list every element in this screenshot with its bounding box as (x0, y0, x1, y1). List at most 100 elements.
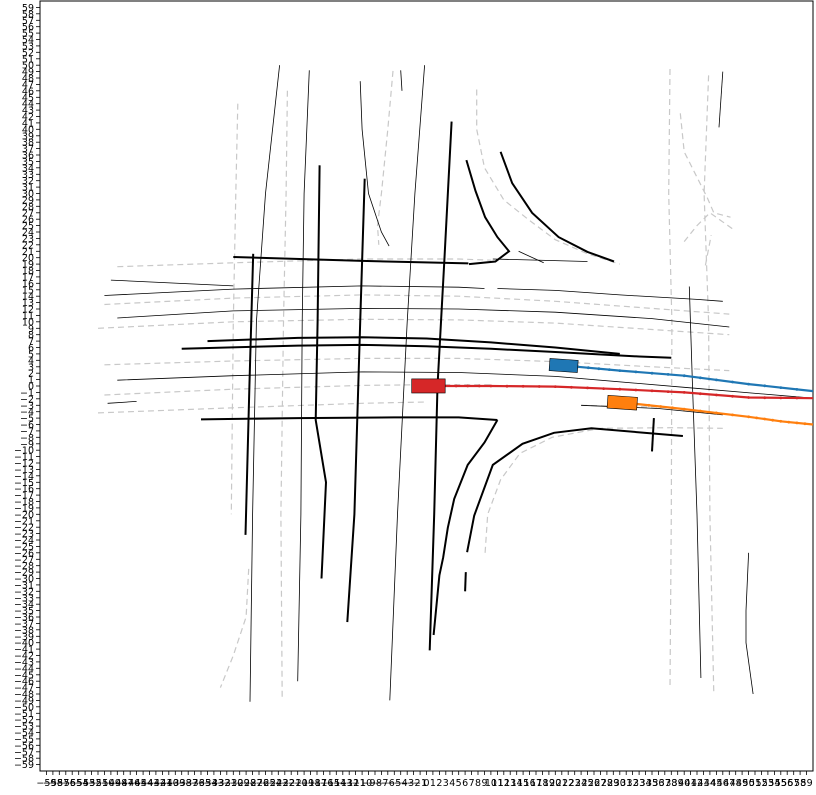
x-tick-label: 7 (469, 778, 475, 789)
y-tick-label: −23 (14, 529, 34, 540)
y-tick-label: −1 (20, 388, 34, 399)
x-tick-label: 38 (665, 778, 677, 789)
y-tick-label: 31 (22, 183, 34, 194)
y-tick-label: 29 (22, 195, 34, 206)
y-tick-label: 50 (22, 61, 34, 72)
x-tick-label: 20 (549, 778, 561, 789)
x-tick-label: 22 (562, 778, 574, 789)
y-tick-label: −34 (14, 600, 34, 611)
y-tick-label: −20 (14, 510, 34, 521)
y-tick-label: 12 (22, 305, 34, 316)
orange-trajectory-point (787, 420, 791, 424)
x-tick-label: 18 (536, 778, 548, 789)
x-tick-label: −3 (400, 778, 414, 789)
orange-trajectory-point (715, 411, 718, 415)
ego-trajectory-point (650, 389, 654, 393)
x-tick-label: 51 (749, 778, 761, 789)
y-tick-label: −41 (14, 645, 34, 656)
x-tick-label: 11 (491, 778, 503, 789)
x-tick-label: 9 (481, 778, 487, 789)
x-tick-label: 4 (449, 778, 455, 789)
x-tick-label: 2 (436, 778, 442, 789)
x-tick-label: 31 (620, 778, 632, 789)
x-tick-label: 16 (524, 778, 536, 789)
y-tick-label: 9 (28, 324, 34, 335)
y-tick-label: −55 (14, 734, 34, 745)
y-tick-label: 42 (22, 112, 34, 123)
x-tick-label: 6 (462, 778, 468, 789)
y-tick-label: 33 (22, 170, 34, 181)
y-tick-label: 11 (22, 311, 34, 322)
road-edge-4 (244, 253, 255, 535)
y-tick-label: 51 (22, 54, 34, 65)
vehicles (411, 358, 638, 411)
ego-trajectory-point (779, 396, 783, 400)
y-tick-label: −9 (20, 439, 34, 450)
road-edge-thin-5 (249, 65, 280, 702)
road-edge-thin-11 (718, 71, 724, 128)
x-tick-label: −36 (185, 778, 205, 789)
y-tick-label: −40 (14, 638, 34, 649)
y-tick-label: 59 (22, 3, 34, 14)
y-tick-label: 21 (22, 247, 34, 258)
y-tick-label: 30 (22, 189, 34, 200)
x-tick-label: 35 (646, 778, 658, 789)
y-tick-label: 58 (22, 9, 34, 20)
y-axis-ticks: −59−58−57−56−55−54−53−52−51−50−49−48−47−… (14, 3, 40, 771)
x-tick-label: 29 (607, 778, 619, 789)
blue-trajectory-point (795, 388, 799, 391)
x-tick-label: −29 (230, 778, 250, 789)
y-tick-label: 26 (22, 215, 34, 226)
x-tick-label: −58 (43, 778, 63, 789)
y-tick-label: −37 (14, 619, 34, 630)
x-tick-label: 42 (691, 778, 703, 789)
y-tick-label: −30 (14, 574, 34, 585)
blue-trajectory-point (650, 371, 654, 375)
ego-trajectory-point (505, 384, 509, 388)
x-tick-label: 49 (736, 778, 748, 789)
y-tick-label: −58 (14, 754, 34, 765)
road-edge-12 (466, 427, 683, 553)
road-edges-thin (104, 65, 814, 702)
x-tick-label: −35 (191, 778, 211, 789)
road-edge-8 (465, 159, 511, 266)
blue-trajectory-point (607, 368, 611, 371)
lane-marking-3 (104, 357, 730, 372)
y-tick-label: 47 (22, 80, 34, 91)
y-tick-label: 23 (22, 234, 34, 245)
x-tick-label: 44 (704, 778, 716, 789)
ego-trajectory-point (466, 384, 470, 388)
lane-marking-14 (683, 212, 733, 242)
y-tick-label: 20 (22, 253, 34, 264)
x-tick-label: −57 (49, 778, 69, 789)
y-tick-label: 27 (22, 208, 34, 219)
orange-trajectory-point (779, 419, 783, 423)
x-tick-label: −1 (413, 778, 427, 789)
x-tick-label: 56 (781, 778, 793, 789)
blue-trajectory-point (597, 367, 601, 371)
road-edge-2 (181, 343, 672, 359)
x-tick-label: −2 (407, 778, 421, 789)
y-tick-label: −51 (14, 709, 34, 720)
y-tick-label: −21 (14, 516, 34, 527)
x-tick-label: −48 (107, 778, 127, 789)
x-tick-label: 25 (581, 778, 593, 789)
y-tick-label: 0 (28, 382, 34, 393)
y-tick-label: −17 (14, 491, 34, 502)
blue-trajectory-point (634, 370, 638, 374)
ego-trajectory-point (731, 394, 734, 398)
x-tick-label: 19 (543, 778, 555, 789)
y-tick-label: 32 (22, 176, 34, 187)
road-edge-thin-16 (110, 279, 234, 287)
x-tick-label: 55 (775, 778, 787, 789)
y-tick-label: 15 (22, 285, 34, 296)
y-tick-label: −42 (14, 651, 34, 662)
ego-trajectory-point (489, 384, 493, 388)
x-tick-label: −45 (127, 778, 147, 789)
x-tick-label: 40 (678, 778, 690, 789)
x-tick-label: −42 (146, 778, 166, 789)
x-tick-label: 17 (530, 778, 542, 789)
x-tick-label: −7 (374, 778, 388, 789)
y-tick-label: 25 (22, 221, 34, 232)
x-tick-label: −12 (339, 778, 359, 789)
